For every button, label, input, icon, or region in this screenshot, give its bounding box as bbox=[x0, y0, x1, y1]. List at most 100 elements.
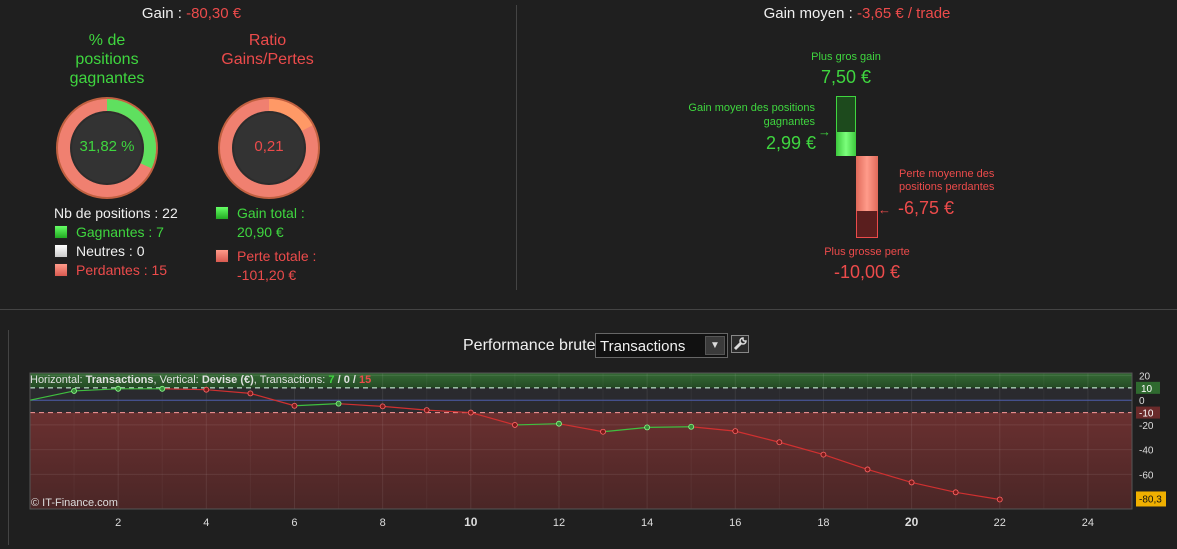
curve-segment bbox=[779, 441, 824, 456]
donut-winning-arc bbox=[107, 99, 156, 169]
ref-badge-lower-text: -10 bbox=[1139, 409, 1154, 420]
negative-zone bbox=[30, 412, 1132, 509]
x-tick-label: 20 bbox=[905, 515, 919, 529]
nb-positions: Nb de positions : 22 bbox=[54, 205, 178, 221]
curve-segment bbox=[558, 423, 604, 433]
gain-moyen-header: Gain moyen : -3,65 € / trade bbox=[517, 5, 1177, 22]
gain-total-swatch bbox=[215, 206, 229, 220]
info-horizontal: Transactions bbox=[85, 374, 154, 386]
info-mid: , Vertical: bbox=[153, 374, 199, 386]
curve-segment bbox=[823, 454, 868, 471]
curve-segment bbox=[867, 468, 912, 483]
plus-gros-gain-label: Plus gros gain bbox=[811, 51, 881, 63]
nb-positions-text: Nb de positions : 22 bbox=[54, 205, 178, 221]
donut-winning-title-line: gagnantes bbox=[69, 70, 145, 87]
ref-badge-upper-text: 10 bbox=[1141, 384, 1153, 395]
gain-header: Gain : -80,30 € bbox=[0, 5, 383, 22]
last-value-text: -80,3 bbox=[1139, 494, 1162, 505]
trade-point bbox=[423, 407, 430, 413]
trade-point bbox=[511, 422, 518, 428]
trade-point bbox=[379, 403, 386, 410]
gagnantes-text: Gagnantes : 7 bbox=[76, 224, 164, 240]
plus-grosse-perte-value: -10,00 € bbox=[833, 262, 901, 282]
trade-points bbox=[71, 385, 1003, 503]
x-tick-label: 14 bbox=[641, 517, 653, 529]
avg-loss-bar bbox=[856, 156, 878, 211]
trade-point bbox=[335, 400, 342, 407]
trade-point bbox=[203, 386, 210, 393]
trade-point bbox=[467, 409, 474, 416]
trade-point bbox=[776, 439, 783, 446]
trade-point bbox=[908, 479, 915, 486]
perte-totale-value-text: -101,20 € bbox=[237, 267, 297, 283]
perte-totale-label: Perte totale : bbox=[237, 248, 317, 264]
x-tick-label: 6 bbox=[291, 517, 297, 529]
arrow-left-icon: ← bbox=[878, 202, 891, 217]
neutral-swatch bbox=[54, 244, 68, 258]
perte-totale-value: -101,20 € bbox=[237, 267, 296, 283]
donut-ratio-center: 0,21 bbox=[254, 138, 284, 155]
performance-chart: 2 4 6 8 10 12 14 16 18 20 22 24 200-20-40-6010-10-8… bbox=[29, 372, 1166, 529]
curve-segment bbox=[911, 481, 956, 493]
ref-badge-lower bbox=[1136, 406, 1160, 419]
trade-point bbox=[115, 385, 122, 392]
gain-moyen-pos-label-2: gagnantes bbox=[763, 116, 815, 128]
trade-point bbox=[820, 451, 827, 458]
gain-total-value: 20,90 € bbox=[237, 224, 284, 240]
info-sep: / bbox=[334, 374, 344, 386]
performance-title: Performance brute bbox=[463, 337, 596, 354]
y-tick-label: -20 bbox=[1139, 421, 1154, 432]
plus-grosse-perte-label: Plus grosse perte bbox=[824, 246, 910, 258]
select-value: Transactions bbox=[600, 338, 686, 355]
x-tick-label: 22 bbox=[994, 517, 1006, 529]
donut-winning-center: 31,82 % bbox=[79, 138, 135, 155]
donut-ratio-title-line: Ratio bbox=[248, 32, 287, 49]
donut-ratio-arc bbox=[269, 99, 313, 131]
trade-point bbox=[864, 466, 871, 473]
trade-point bbox=[996, 496, 1003, 503]
gain-moyen-pos-value: 2,99 € bbox=[765, 133, 816, 153]
info-losing-count: 15 bbox=[359, 374, 372, 386]
positive-zone bbox=[30, 373, 1132, 388]
x-tick-label: 2 bbox=[115, 517, 121, 529]
section-divider bbox=[0, 309, 1177, 310]
stat-perdantes: Perdantes : 15 bbox=[54, 262, 167, 278]
trade-point bbox=[291, 402, 298, 409]
reference-lines bbox=[30, 387, 1132, 414]
trade-point bbox=[644, 424, 651, 431]
donut-winning-title-line: positions bbox=[75, 51, 139, 68]
settings-wrench-button[interactable] bbox=[731, 335, 749, 353]
ref-badge-upper bbox=[1136, 381, 1160, 394]
gain-moyen-pos-label-1: Gain moyen des positions bbox=[688, 102, 815, 114]
x-tick-label: 12 bbox=[553, 517, 565, 529]
plus-gros-gain-value: 7,50 € bbox=[820, 67, 872, 87]
donut-ratio-title: Ratio Gains/Pertes bbox=[205, 31, 330, 69]
plot-border bbox=[29, 372, 1133, 510]
trade-point bbox=[556, 420, 562, 427]
donut-ratio-title-line: Gains/Pertes bbox=[221, 51, 314, 68]
trade-point bbox=[688, 423, 695, 430]
stat-gain-total: Gain total : bbox=[215, 205, 305, 221]
info-tx: , Transactions: bbox=[253, 374, 326, 386]
stat-perte-totale: Perte totale : bbox=[215, 248, 316, 264]
equity-curve bbox=[29, 388, 1000, 501]
horizontal-axis-select[interactable]: Transactions ▼ bbox=[595, 333, 728, 358]
wrench-icon bbox=[733, 337, 747, 351]
curve-segment bbox=[955, 491, 1000, 501]
info-winning-count: 7 bbox=[328, 374, 335, 386]
perte-moyenne-label-2: positions perdantes bbox=[899, 181, 995, 193]
stat-gagnantes: Gagnantes : 7 bbox=[54, 224, 164, 240]
perte-moyenne-label-1: Perte moyenne des bbox=[899, 168, 995, 180]
curve-segment bbox=[470, 411, 516, 426]
curve-segment bbox=[426, 409, 471, 414]
gain-total-value-text: 20,90 € bbox=[237, 224, 284, 240]
x-tick-label: 10 bbox=[464, 515, 478, 529]
info-vertical: Devise (€) bbox=[201, 374, 254, 386]
y-tick-label: -60 bbox=[1139, 470, 1154, 481]
dropdown-button[interactable]: ▼ bbox=[705, 336, 725, 355]
x-tick-label: 18 bbox=[817, 517, 829, 529]
info-neutral-count: 0 bbox=[343, 374, 350, 386]
avg-gain-bar bbox=[836, 132, 856, 156]
donut-winning-chart bbox=[56, 97, 158, 199]
y-tick-label: 20 bbox=[1139, 372, 1151, 382]
